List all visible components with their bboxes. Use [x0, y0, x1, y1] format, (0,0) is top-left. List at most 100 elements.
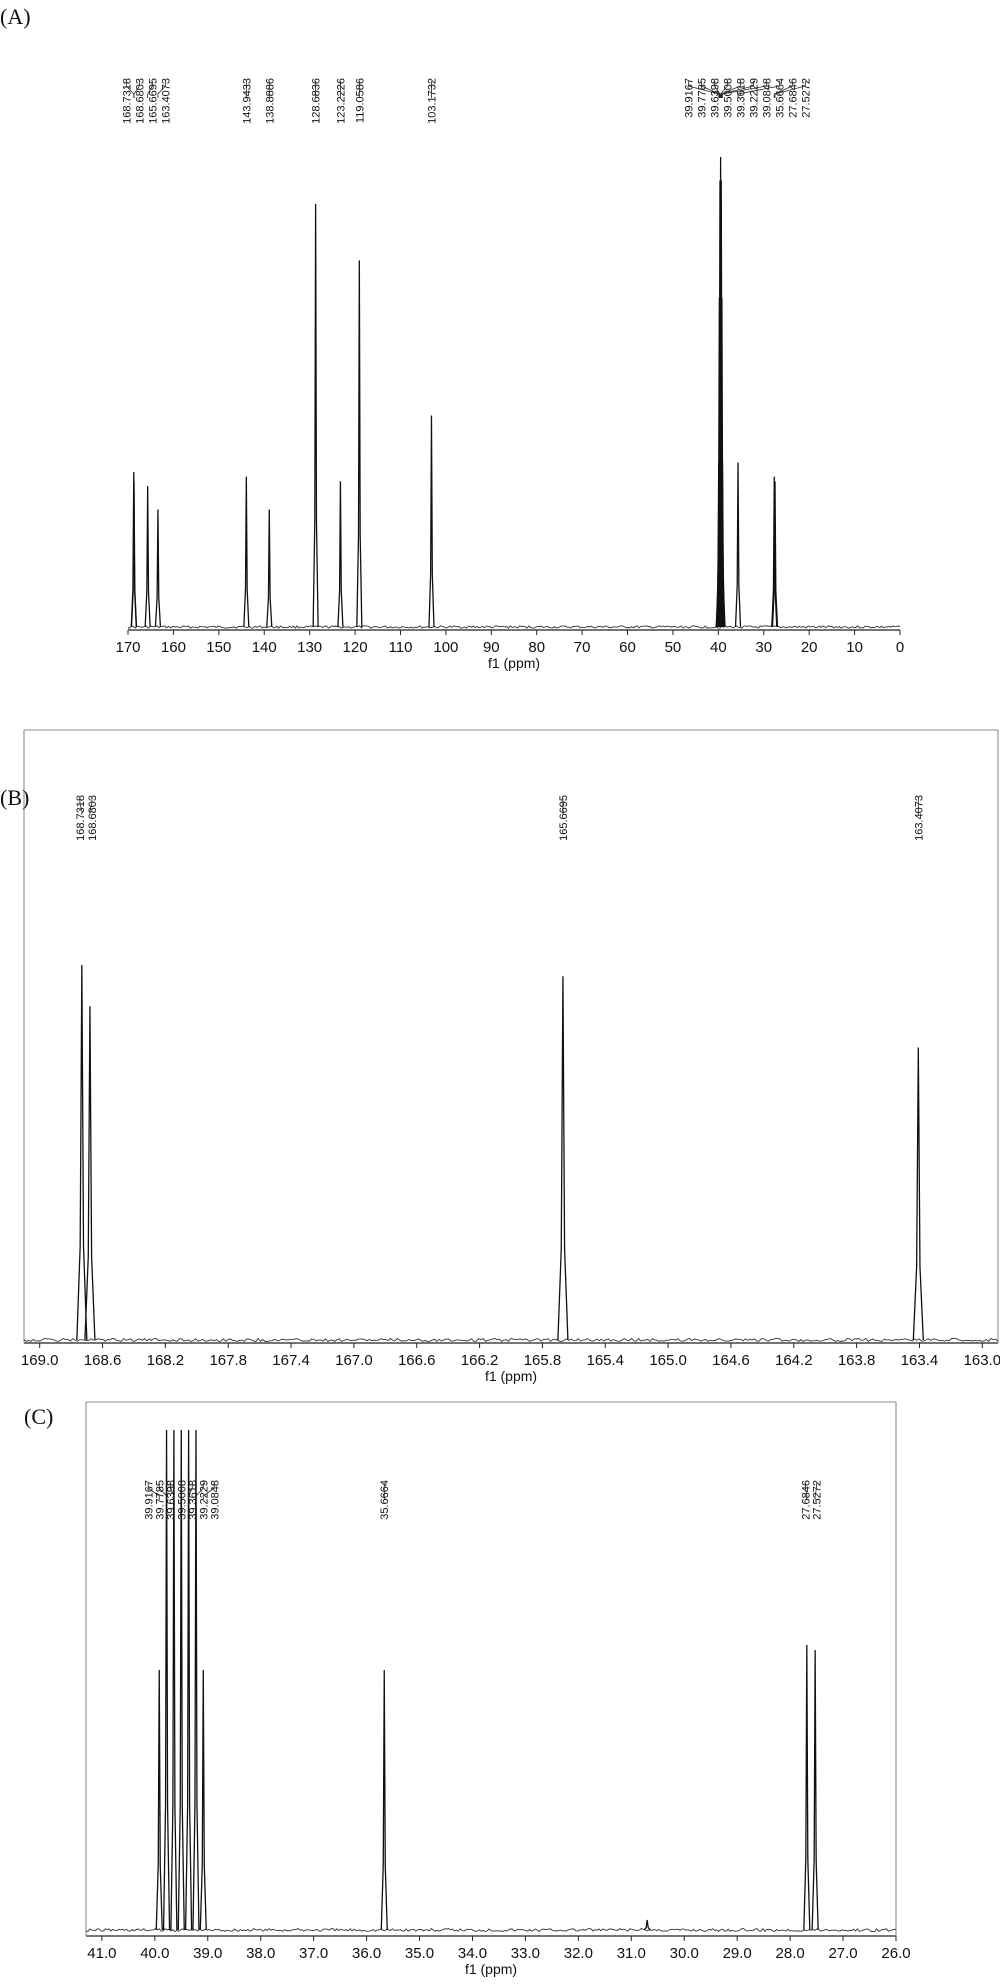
x-tick-label: 167.8 [209, 1352, 247, 1369]
peak-label: 168.7318 [121, 78, 133, 124]
peak-label: 165.6695 [147, 78, 159, 124]
peak [177, 1429, 185, 1931]
peak-label: 163.4073 [160, 78, 172, 124]
peak-leader [814, 1483, 817, 1500]
x-tick-label: 168.2 [147, 1352, 185, 1369]
x-tick-label: 0 [896, 639, 904, 656]
peak-label: 39.3618 [735, 78, 747, 118]
peak-label: 163.4073 [913, 795, 925, 841]
x-axis-label: f1 (ppm) [465, 1961, 517, 1977]
x-tick-label: 40.0 [140, 1945, 169, 1962]
panel-tag-b: (B) [0, 785, 30, 810]
peak [170, 1429, 178, 1931]
panel-c: (C) 41.0 40.0 39.0 38.0 37.0 36.0 35.0 34.0 33.0… [0, 1390, 1000, 1987]
peak-leader [89, 798, 93, 815]
x-tick-label: 70 [574, 639, 591, 656]
x-tick-label: 37.0 [299, 1945, 328, 1962]
x-tick-label: 167.4 [272, 1352, 310, 1369]
x-tick-label: 150 [206, 639, 231, 656]
peak-leader [133, 81, 140, 98]
peak-label: 168.7318 [75, 795, 87, 841]
panel-b: (B) 169.0 168.6 168.2 167.8 167.4 167.0 166.6 1… [0, 690, 1000, 1390]
peak-leader [722, 81, 767, 98]
peak-label: 143.9433 [241, 78, 253, 124]
x-tick-label: 26.0 [881, 1945, 910, 1962]
x-tick-label: 163.8 [838, 1352, 876, 1369]
panel-a: (A) 170 160 150 140 130 120 110 100 90 80 70 60 50 40… [0, 0, 1000, 690]
x-tick-label: 167.0 [335, 1352, 373, 1369]
peak-leader [737, 81, 780, 98]
x-tick-label: 32.0 [564, 1945, 593, 1962]
peak [192, 1429, 200, 1931]
peak-leader [805, 1483, 808, 1500]
peak-label: 123.2226 [335, 78, 347, 124]
x-tick-label: 165.8 [524, 1352, 562, 1369]
x-tick-label: 80 [528, 639, 545, 656]
x-tick-label: 130 [297, 639, 322, 656]
peak-label: 168.6803 [134, 78, 146, 124]
spectrum-chart-b: 169.0 168.6 168.2 167.8 167.4 167.0 166.6 166.2… [21, 729, 1000, 1384]
x-tick-label: 30.0 [670, 1945, 699, 1962]
peak-label: 168.6803 [87, 795, 99, 841]
peak [266, 509, 273, 628]
x-tick-label: 33.0 [511, 1945, 540, 1962]
x-axis-label: f1 (ppm) [485, 1368, 537, 1384]
peak-leader [188, 1483, 193, 1500]
x-tick-label: 36.0 [352, 1945, 381, 1962]
peak-leader [774, 81, 806, 98]
x-tick-label: 170 [115, 639, 140, 656]
peak [76, 964, 88, 1341]
peak-label: 165.6695 [558, 795, 570, 841]
peak [84, 1006, 96, 1341]
peak-label: 103.1732 [426, 78, 438, 124]
peak [243, 476, 250, 628]
x-tick-label: 140 [252, 639, 277, 656]
peak-leader [195, 1483, 204, 1500]
x-tick-label: 163.0 [964, 1352, 1000, 1369]
baseline-trace [85, 1927, 897, 1933]
x-tick-label: 100 [433, 639, 458, 656]
peak [154, 509, 162, 628]
x-tick-label: 60 [619, 639, 636, 656]
baseline-trace [23, 1337, 999, 1343]
peak-label: 39.3618 [187, 1480, 199, 1520]
peak-label: 39.2229 [748, 78, 760, 118]
peak-leader [158, 1483, 167, 1500]
peak [155, 1669, 163, 1931]
peak [380, 1669, 388, 1931]
x-tick-label: 165.4 [586, 1352, 624, 1369]
peak [199, 1669, 207, 1931]
peak [130, 481, 138, 628]
peak [184, 1429, 193, 1931]
peak-label: 27.5272 [811, 1480, 823, 1520]
x-tick-label: 90 [483, 639, 500, 656]
peak [428, 415, 435, 628]
peak-leader [79, 798, 83, 815]
peak [771, 476, 778, 628]
peak-leader [147, 1483, 160, 1500]
peak-leader [720, 81, 741, 98]
x-tick-label: 31.0 [617, 1945, 646, 1962]
peak [771, 481, 779, 628]
peak-label: 39.6398 [165, 1480, 177, 1520]
x-tick-label: 165.0 [649, 1352, 687, 1369]
peak-label: 35.6664 [379, 1480, 391, 1520]
peak [643, 1919, 651, 1931]
x-tick-label: 168.6 [84, 1352, 122, 1369]
peak-leader [713, 81, 721, 98]
peak [811, 1649, 819, 1931]
peak-leader [720, 81, 728, 98]
x-tick-label: 34.0 [458, 1945, 487, 1962]
x-tick-label: 163.4 [901, 1352, 939, 1369]
peak-label: 39.9167 [683, 78, 695, 118]
x-tick-label: 41.0 [87, 1945, 116, 1962]
x-tick-label: 120 [343, 639, 368, 656]
peak-leader [687, 81, 720, 98]
peak [557, 976, 569, 1341]
peak-leader [700, 81, 720, 98]
x-tick-label: 30 [755, 639, 772, 656]
peak-label: 39.6398 [709, 78, 721, 118]
x-tick-label: 28.0 [776, 1945, 805, 1962]
peak-label: 27.6846 [787, 78, 799, 118]
peak [734, 462, 742, 628]
